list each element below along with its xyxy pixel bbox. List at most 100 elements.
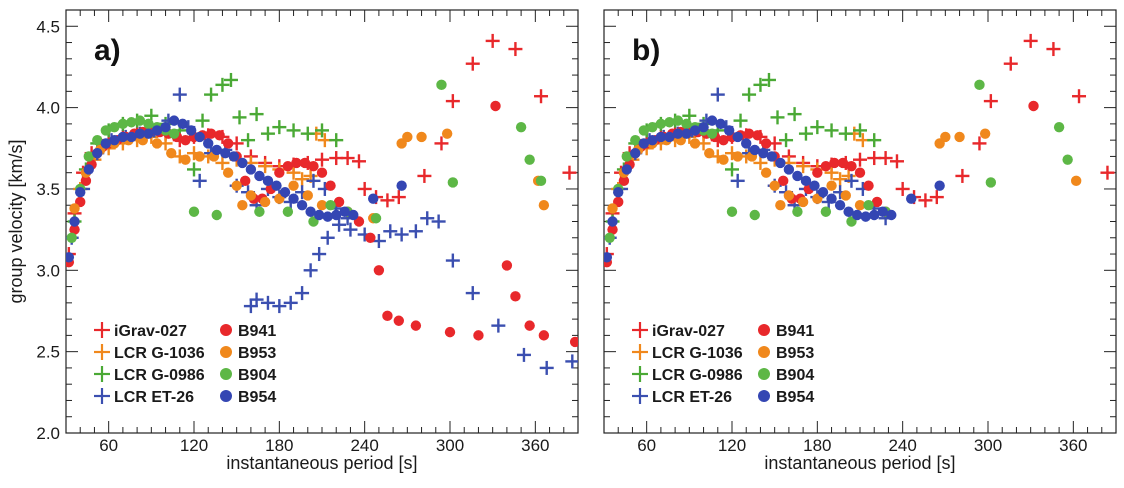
data-point bbox=[918, 193, 933, 208]
data-point bbox=[325, 180, 336, 191]
data-point bbox=[396, 180, 407, 191]
data-point bbox=[749, 209, 760, 221]
legend-label: B941 bbox=[238, 323, 276, 340]
data-point bbox=[222, 167, 234, 178]
data-point bbox=[770, 110, 785, 125]
data-point bbox=[698, 121, 709, 133]
data-point bbox=[232, 110, 247, 125]
legend-marker bbox=[220, 324, 232, 336]
data-point bbox=[534, 89, 549, 104]
data-point bbox=[92, 147, 103, 159]
legend-label: B904 bbox=[776, 367, 814, 384]
data-point bbox=[365, 232, 376, 243]
data-point bbox=[672, 115, 684, 126]
data-point bbox=[332, 217, 347, 232]
legend-label: LCR G-0986 bbox=[652, 367, 743, 384]
data-point bbox=[83, 164, 94, 175]
data-point bbox=[704, 147, 715, 159]
data-point bbox=[66, 252, 75, 263]
data-point bbox=[895, 181, 910, 196]
data-point bbox=[286, 123, 301, 138]
data-point bbox=[260, 126, 275, 141]
data-point bbox=[473, 330, 484, 341]
data-point bbox=[810, 120, 825, 135]
data-point bbox=[109, 121, 120, 133]
data-point bbox=[854, 167, 866, 178]
data-point bbox=[166, 147, 177, 159]
y-tick-label: 3.5 bbox=[36, 180, 60, 199]
x-tick-label: 120 bbox=[180, 436, 208, 455]
data-point bbox=[824, 165, 839, 180]
legend-marker bbox=[94, 388, 110, 404]
data-point bbox=[315, 123, 329, 138]
data-point bbox=[718, 134, 729, 146]
data-point bbox=[431, 214, 446, 229]
data-point bbox=[203, 138, 214, 149]
data-point bbox=[538, 330, 550, 341]
y-tick-label: 3.0 bbox=[36, 261, 60, 280]
data-point bbox=[343, 222, 358, 237]
data-point bbox=[535, 175, 547, 187]
data-point bbox=[241, 133, 256, 148]
data-point bbox=[508, 42, 523, 57]
data-point bbox=[168, 128, 180, 139]
data-point bbox=[743, 128, 755, 139]
data-point bbox=[382, 310, 393, 322]
data-point bbox=[985, 177, 997, 188]
data-point bbox=[69, 216, 80, 227]
data-point bbox=[820, 206, 832, 217]
data-point bbox=[797, 196, 809, 208]
data-point bbox=[837, 157, 849, 169]
data-point bbox=[215, 77, 230, 92]
data-point bbox=[753, 77, 768, 92]
data-point bbox=[194, 131, 205, 143]
legend-label: B941 bbox=[776, 323, 814, 340]
data-point bbox=[715, 118, 726, 130]
data-point bbox=[211, 144, 222, 156]
data-point bbox=[710, 87, 725, 102]
data-point bbox=[291, 157, 302, 169]
data-point bbox=[220, 147, 231, 159]
legend-marker bbox=[94, 344, 110, 360]
data-point bbox=[331, 209, 342, 221]
data-point bbox=[783, 164, 795, 175]
data-point bbox=[1062, 154, 1073, 165]
data-point bbox=[228, 151, 240, 162]
data-point bbox=[299, 157, 311, 169]
data-point bbox=[370, 213, 382, 224]
data-point bbox=[329, 133, 344, 148]
data-point bbox=[444, 326, 456, 338]
data-point bbox=[510, 291, 521, 302]
data-point bbox=[100, 125, 112, 136]
data-point bbox=[607, 216, 618, 227]
data-point bbox=[262, 175, 274, 187]
data-point bbox=[689, 125, 701, 136]
data-point bbox=[834, 200, 846, 211]
data-point bbox=[245, 164, 257, 175]
data-point bbox=[180, 154, 191, 165]
data-point bbox=[288, 180, 299, 191]
data-point bbox=[867, 133, 882, 148]
data-point bbox=[391, 190, 406, 205]
data-point bbox=[753, 155, 768, 170]
data-point bbox=[143, 118, 154, 130]
data-point bbox=[195, 113, 210, 128]
legend: iGrav-027 LCR G-1036 LCR G-0986 LCR ET-26 B9… bbox=[632, 322, 814, 406]
data-point bbox=[809, 180, 820, 191]
data-point bbox=[877, 206, 888, 217]
data-point bbox=[516, 347, 531, 362]
data-point bbox=[282, 206, 294, 217]
data-point bbox=[237, 200, 248, 211]
data-point bbox=[402, 131, 413, 143]
data-point bbox=[655, 118, 667, 130]
data-point bbox=[562, 165, 577, 180]
data-point bbox=[109, 134, 120, 146]
data-point bbox=[796, 159, 811, 174]
data-point bbox=[824, 123, 839, 138]
data-point bbox=[316, 200, 328, 211]
data-point bbox=[279, 187, 291, 198]
data-point bbox=[723, 125, 735, 136]
data-point bbox=[741, 138, 752, 149]
legend-label: LCR ET-26 bbox=[652, 389, 732, 406]
